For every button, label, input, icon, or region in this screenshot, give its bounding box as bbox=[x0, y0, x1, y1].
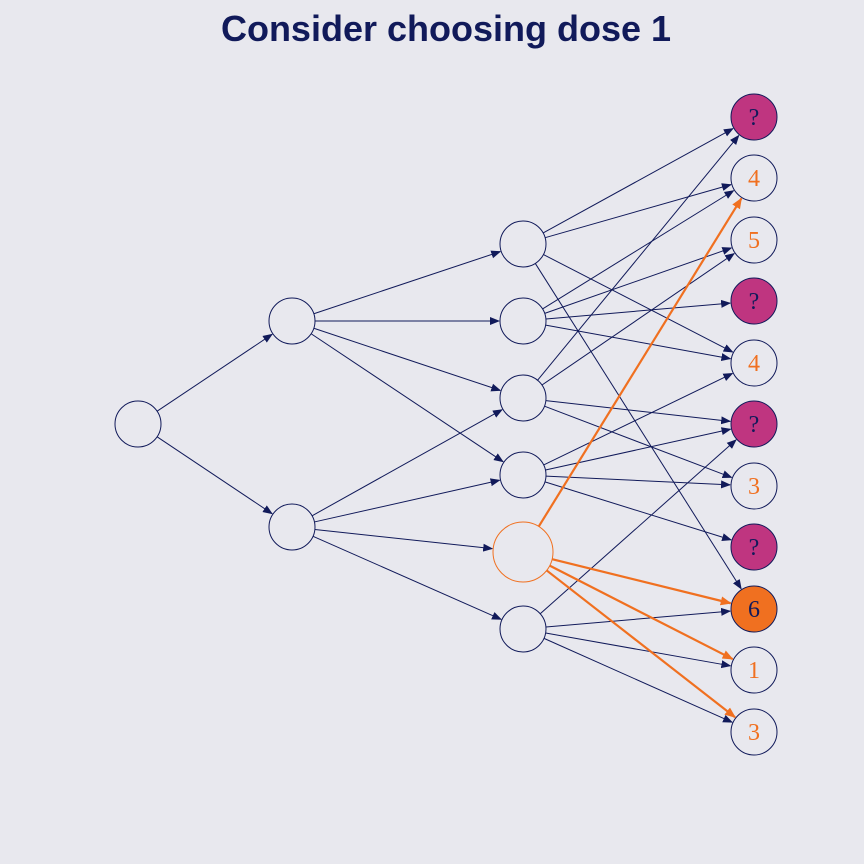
leaf-node-label-3: ? bbox=[749, 289, 760, 315]
leaf-node-label-7: ? bbox=[749, 535, 760, 561]
highlighted-edge-b5-L10 bbox=[545, 569, 736, 719]
leaf-node-4 bbox=[730, 339, 778, 387]
edge-b6-L10 bbox=[543, 637, 733, 723]
leaf-node-9 bbox=[730, 646, 778, 694]
leaf-node-6 bbox=[730, 462, 778, 510]
leaf-node-2 bbox=[730, 216, 778, 264]
leaf-node-label-5: ? bbox=[749, 412, 760, 438]
leaf-node-label-8: 6 bbox=[748, 597, 760, 623]
tree-node-a1 bbox=[268, 297, 316, 345]
edge-b3-L6 bbox=[544, 405, 733, 478]
edge-a2-b6 bbox=[312, 535, 502, 620]
edge-a1-b3 bbox=[313, 327, 502, 392]
edge-a1-b1 bbox=[313, 250, 502, 315]
edge-a2-b5 bbox=[314, 528, 494, 552]
leaf-node-label-2: 5 bbox=[748, 228, 760, 254]
leaf-node-label-9: 1 bbox=[748, 658, 760, 684]
tree-node-b6 bbox=[499, 605, 547, 653]
edge-b4-L6 bbox=[545, 475, 732, 489]
leaf-node-1 bbox=[730, 154, 778, 202]
edge-b3-L0 bbox=[537, 134, 740, 381]
leaf-node-label-10: 3 bbox=[748, 720, 760, 746]
tree-node-b3 bbox=[499, 374, 547, 422]
edge-root-a1 bbox=[156, 333, 273, 412]
nodes-layer: ? 4 5? 4? 3? 6 1 3 bbox=[114, 93, 778, 756]
leaf-node-5 bbox=[730, 400, 778, 448]
edge-b6-L5 bbox=[539, 439, 737, 615]
edge-b3-L5 bbox=[545, 400, 732, 425]
edge-b1-L0 bbox=[542, 128, 734, 234]
highlighted-edge-b5-L8 bbox=[551, 558, 732, 606]
tree-node-b4 bbox=[499, 451, 547, 499]
edge-b3-L2 bbox=[541, 252, 736, 386]
leaf-node-10 bbox=[730, 708, 778, 756]
leaf-node-label-4: 4 bbox=[748, 351, 760, 377]
leaf-node-label-0: ? bbox=[749, 105, 760, 131]
edge-b4-L5 bbox=[545, 427, 732, 471]
diagram-title: Consider choosing dose 1 bbox=[220, 8, 672, 49]
edge-b6-L8 bbox=[545, 607, 732, 628]
highlighted-edge-b5-L1 bbox=[537, 197, 743, 528]
edge-b6-L9 bbox=[545, 632, 732, 669]
edge-b4-L7 bbox=[544, 481, 733, 541]
highlighted-node-b5 bbox=[492, 521, 554, 583]
edge-b4-L4 bbox=[543, 373, 734, 466]
edge-root-a2 bbox=[156, 436, 273, 515]
edge-b1-L8 bbox=[534, 263, 742, 590]
leaf-node-7 bbox=[730, 523, 778, 571]
leaf-node-label-1: 4 bbox=[748, 166, 760, 192]
edge-b1-L4 bbox=[543, 254, 734, 353]
tree-node-b2 bbox=[499, 297, 547, 345]
edge-a1-b4 bbox=[310, 333, 504, 463]
leaf-node-0 bbox=[730, 93, 778, 141]
edge-b2-L3 bbox=[545, 299, 732, 320]
leaf-node-label-6: 3 bbox=[748, 474, 760, 500]
edge-b1-L1 bbox=[544, 183, 732, 239]
edge-b2-L1 bbox=[542, 190, 735, 310]
tree-node-b1 bbox=[499, 220, 547, 268]
tree-node-a2 bbox=[268, 503, 316, 551]
tree-node-root bbox=[114, 400, 162, 448]
highlighted-edge-b5-L9 bbox=[549, 564, 734, 661]
edges-layer bbox=[156, 128, 743, 723]
edge-a2-b3 bbox=[311, 409, 503, 517]
leaf-node-3 bbox=[730, 277, 778, 325]
leaf-node-8 bbox=[730, 585, 778, 633]
edge-b2-L4 bbox=[545, 324, 732, 362]
edge-a2-b4 bbox=[314, 478, 501, 523]
edge-b2-L2 bbox=[544, 247, 733, 314]
